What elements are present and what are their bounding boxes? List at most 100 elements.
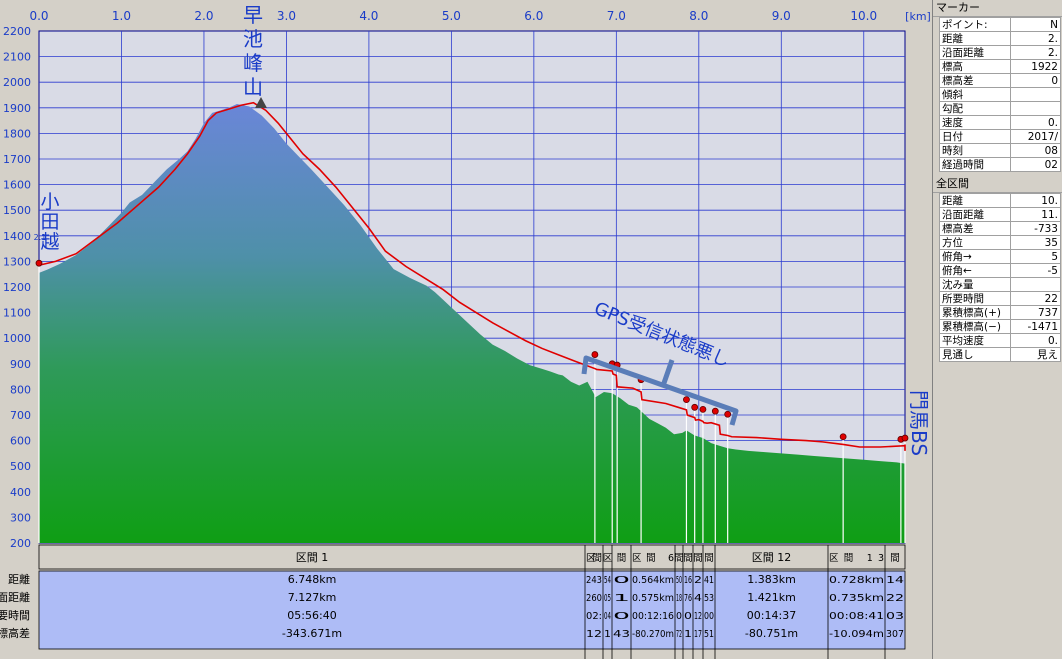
section-cell: 0 — [676, 611, 682, 622]
section-cell: -343.671m — [282, 627, 342, 640]
marker-value: 0. — [1010, 115, 1061, 130]
section-cell: 00:12:16 — [632, 611, 674, 622]
all-section-row: 累積標高(−) -1471 — [939, 319, 1061, 334]
section-header: 間 — [683, 553, 693, 564]
y-tick-label: 1400 — [3, 230, 31, 243]
section-cell: 0.575km — [632, 593, 674, 604]
all-section-row: 俯角← -5 — [939, 263, 1061, 278]
section-cell: 6.748km — [288, 573, 337, 586]
waypoint-marker — [699, 405, 707, 413]
marker-row: 速度 0. — [939, 115, 1061, 130]
marker-row: 距離 2. — [939, 31, 1061, 46]
section-cell: 16 — [684, 575, 692, 586]
marker-key: 速度 — [939, 115, 1011, 130]
section-header: 区間 12 — [752, 551, 792, 564]
all-section-key: 沈み量 — [939, 277, 1011, 292]
marker-value: 2. — [1010, 31, 1061, 46]
marker-value: 02 — [1010, 157, 1061, 172]
section-header-bg — [38, 544, 906, 570]
section-header: 間 — [704, 553, 714, 564]
marker-key: 距離 — [939, 31, 1011, 46]
section-cell: 72 — [676, 629, 682, 640]
marker-value: 2. — [1010, 45, 1061, 60]
waypoint-marker — [591, 351, 599, 358]
x-tick-label: 8.0 — [689, 9, 708, 23]
marker-key: 傾斜 — [939, 87, 1011, 102]
y-tick-label: 2100 — [3, 51, 31, 64]
marker-value: 2017/ — [1010, 129, 1061, 144]
summit-icon — [255, 97, 267, 108]
all-section-key: 標高差 — [939, 221, 1011, 236]
start-sublabel: 2.1 — [34, 233, 47, 242]
y-tick-label: 1300 — [3, 255, 31, 268]
y-tick-label: 2200 — [3, 25, 31, 38]
end-label-text: 門馬BS — [907, 390, 931, 456]
marker-row: 沿面距離 2. — [939, 45, 1061, 60]
waypoint-marker — [901, 434, 909, 442]
x-tick-label: 0.0 — [29, 9, 48, 23]
section-row-label: 距離 — [8, 572, 30, 586]
x-tick-label: 10.0 — [850, 9, 877, 23]
section-cell: 41 — [704, 575, 714, 586]
gps-note-bracket — [581, 355, 739, 426]
marker-key: 勾配 — [939, 101, 1011, 116]
marker-row: 傾斜 — [939, 87, 1061, 102]
y-tick-label: 2000 — [3, 76, 31, 89]
all-section-value: 10. — [1010, 193, 1061, 208]
marker-table: ポイント: N 距離 2. 沿面距離 2. 標高 1922 標高差 0 傾斜 勾配 速度 0. 日付 2017… — [939, 17, 1061, 172]
section-cell: 00 — [704, 611, 714, 622]
section-cell: 1 — [684, 629, 692, 640]
y-tick-label: 400 — [10, 486, 31, 499]
all-section-panel-title: 全区間 — [933, 176, 1062, 193]
all-section-value: 見え — [1010, 347, 1061, 362]
all-section-row: 所要時間 22 — [939, 291, 1061, 306]
start-label: 小田越 — [40, 191, 59, 253]
x-tick-label: 7.0 — [607, 9, 626, 23]
waypoint-marker — [35, 259, 43, 267]
marker-value — [1010, 101, 1061, 116]
section-cell: 12 — [694, 611, 702, 622]
section-table: 距離沿面距離所要時間標高差区間 16.748km7.127km05:56:40-… — [0, 544, 906, 659]
section-row-label: 沿面距離 — [0, 590, 30, 604]
waypoint-droplines — [38, 263, 906, 543]
all-section-row: 俯角→ 5 — [939, 249, 1061, 264]
section-header: 間 — [890, 553, 900, 564]
section-header: 区 — [603, 553, 613, 564]
summit-label-char: 早 — [243, 3, 263, 27]
x-tick-label: 1.0 — [112, 9, 131, 23]
section-header: 間 — [617, 553, 627, 564]
all-section-table: 距離 10. 沿面距離 11. 標高差 -733 方位 35 俯角→ 5 俯角← -5 沈み量 所要時間 2… — [939, 193, 1061, 362]
section-cell: 1.421km — [747, 591, 796, 604]
section-cell: 00:08:41 — [829, 611, 884, 622]
x-tick-label: 2.0 — [194, 9, 213, 23]
summit-label-char: 池 — [243, 27, 263, 51]
all-section-key: 方位 — [939, 235, 1011, 250]
all-section-key: 累積標高(−) — [939, 319, 1011, 334]
marker-row: 日付 2017/ — [939, 129, 1061, 144]
section-cell: 0.735km — [829, 593, 884, 604]
all-section-value: -5 — [1010, 263, 1061, 278]
section-cell: 51 — [704, 629, 714, 640]
section-header: 区間 — [586, 553, 602, 564]
all-section-key: 距離 — [939, 193, 1011, 208]
all-section-value: 35 — [1010, 235, 1061, 250]
marker-value: 08 — [1010, 143, 1061, 158]
all-section-key: 沿面距離 — [939, 207, 1011, 222]
section-cell: 18 — [676, 593, 682, 604]
section-cell: 7.127km — [288, 591, 337, 604]
all-section-row: 方位 35 — [939, 235, 1061, 250]
section-cell: 43 — [613, 629, 630, 640]
all-section-row: 累積標高(+) 737 — [939, 305, 1061, 320]
section-cell: 1 — [613, 593, 630, 604]
marker-key: 日付 — [939, 129, 1011, 144]
terrain-area — [39, 103, 905, 544]
section-cell: 0 — [684, 611, 692, 622]
x-tick-label: 4.0 — [359, 9, 378, 23]
section-cell: 0 — [613, 575, 630, 586]
all-section-row: 距離 10. — [939, 193, 1061, 208]
section-cell: 260 — [586, 593, 602, 604]
y-tick-label: 600 — [10, 435, 31, 448]
section-cell: 1 — [604, 629, 611, 640]
marker-row: 勾配 — [939, 101, 1061, 116]
info-panel: マーカー ポイント: N 距離 2. 沿面距離 2. 標高 1922 標高差 0 傾斜 勾配 速度 0. 日… — [932, 0, 1062, 659]
